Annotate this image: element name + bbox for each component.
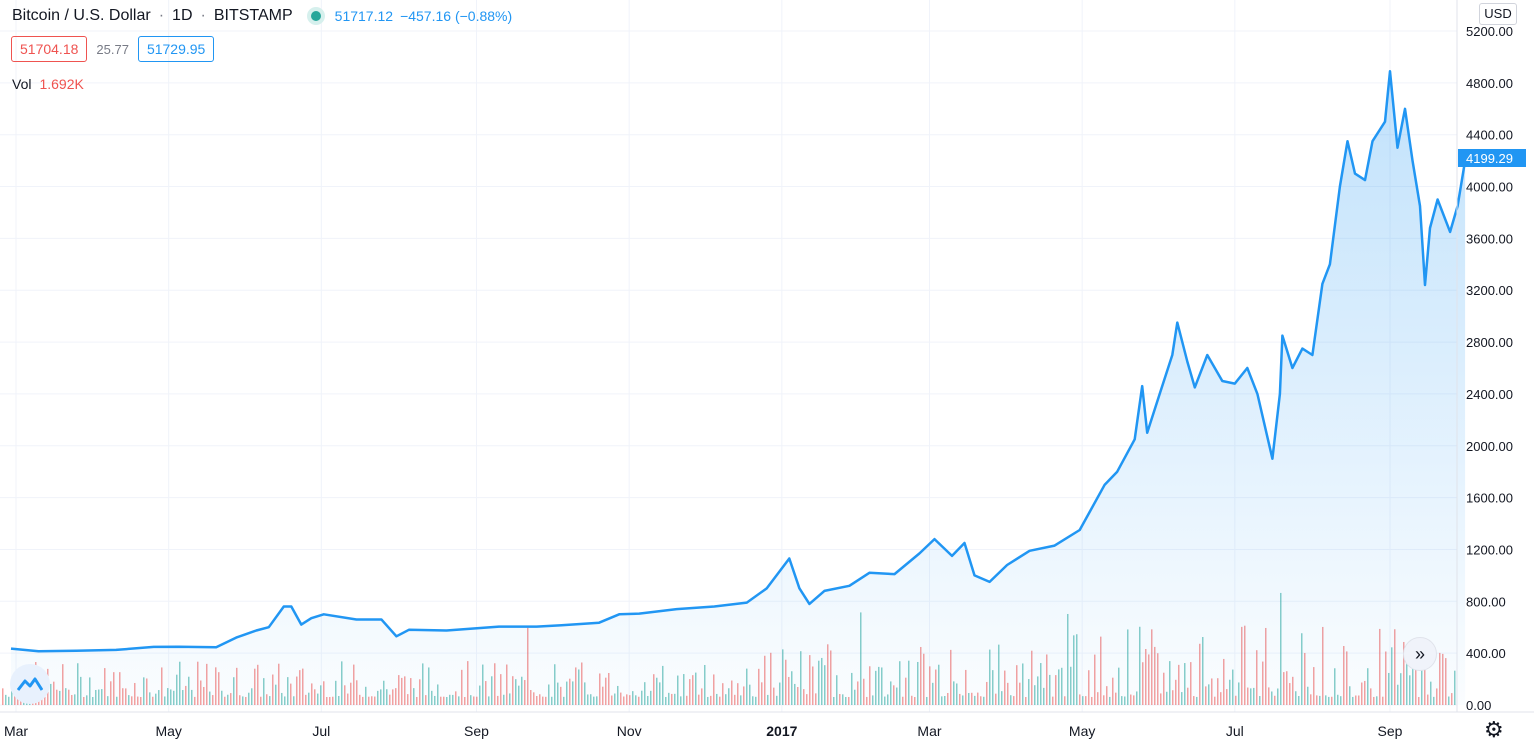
price-area — [11, 71, 1466, 705]
volume-value: 1.692K — [39, 76, 84, 92]
y-tick-label: 3600.00 — [1466, 231, 1513, 246]
x-tick-label: Sep — [464, 723, 489, 739]
x-tick-label: Mar — [4, 723, 28, 739]
market-status-icon[interactable] — [310, 11, 321, 21]
price-change-value: −457.16 (−0.88%) — [400, 8, 513, 24]
x-tick-label: May — [1069, 723, 1095, 739]
y-tick-label: 400.00 — [1466, 646, 1506, 661]
volume-bar — [5, 694, 7, 705]
time-axis[interactable]: Mar May Jul Sep Nov 2017 Mar May Jul Sep — [4, 723, 1403, 739]
y-tick-label: 2400.00 — [1466, 387, 1513, 402]
chevrons-right-icon: » — [1414, 643, 1425, 664]
x-tick-label: Jul — [1226, 723, 1244, 739]
x-tick-label: Sep — [1378, 723, 1403, 739]
x-tick-label: 2017 — [766, 723, 797, 739]
buy-price-button[interactable]: 51729.95 — [137, 36, 215, 62]
volume-legend[interactable]: Vol 1.692K — [12, 76, 84, 92]
x-tick-label: May — [155, 723, 181, 739]
volume-bar — [2, 688, 4, 705]
symbol-name[interactable]: Bitcoin / U.S. Dollar — [12, 7, 151, 24]
exchange-label: BITSTAMP — [213, 7, 293, 24]
x-tick-label: Nov — [617, 723, 642, 739]
y-tick-label: 3200.00 — [1466, 283, 1513, 298]
last-price-value: 51717.12 — [334, 8, 394, 24]
y-tick-label: 4400.00 — [1466, 128, 1513, 143]
volume-bar — [8, 696, 10, 705]
price-line — [10, 69, 1467, 653]
y-tick-label: 1600.00 — [1466, 491, 1513, 506]
price-axis[interactable]: 5200.00 4800.00 4400.00 4000.00 3600.00 3200.… — [1466, 24, 1513, 713]
y-tick-label: 0.00 — [1466, 698, 1491, 713]
volume-label: Vol — [12, 76, 32, 92]
y-tick-label: 2000.00 — [1466, 439, 1513, 454]
x-tick-label: Jul — [312, 723, 330, 739]
x-tick-label: Mar — [917, 723, 941, 739]
logo-mark — [17, 677, 43, 691]
tradingview-logo-icon[interactable] — [10, 664, 50, 704]
last-price-tag: 4199.29 — [1458, 149, 1526, 167]
scroll-to-realtime-button[interactable]: » — [1403, 637, 1437, 671]
y-tick-label: 4000.00 — [1466, 180, 1513, 195]
y-tick-label: 2800.00 — [1466, 335, 1513, 350]
chart-legend-header: Bitcoin / U.S. Dollar · 1D · BITSTAMP 51… — [12, 7, 513, 24]
gear-icon[interactable]: ⚙ — [1484, 717, 1504, 742]
last-price-tag-label: 4199.29 — [1466, 151, 1513, 166]
interval-label[interactable]: 1D — [172, 7, 193, 24]
spread-value: 25.77 — [96, 41, 129, 57]
y-tick-label: 4800.00 — [1466, 76, 1513, 91]
y-tick-label: 1200.00 — [1466, 542, 1513, 557]
quote-boxes: 51704.18 25.77 51729.95 — [11, 36, 215, 62]
currency-button[interactable]: USD — [1479, 3, 1517, 25]
y-tick-label: 5200.00 — [1466, 24, 1513, 39]
y-tick-label: 800.00 — [1466, 594, 1506, 609]
sell-price-button[interactable]: 51704.18 — [11, 36, 88, 62]
